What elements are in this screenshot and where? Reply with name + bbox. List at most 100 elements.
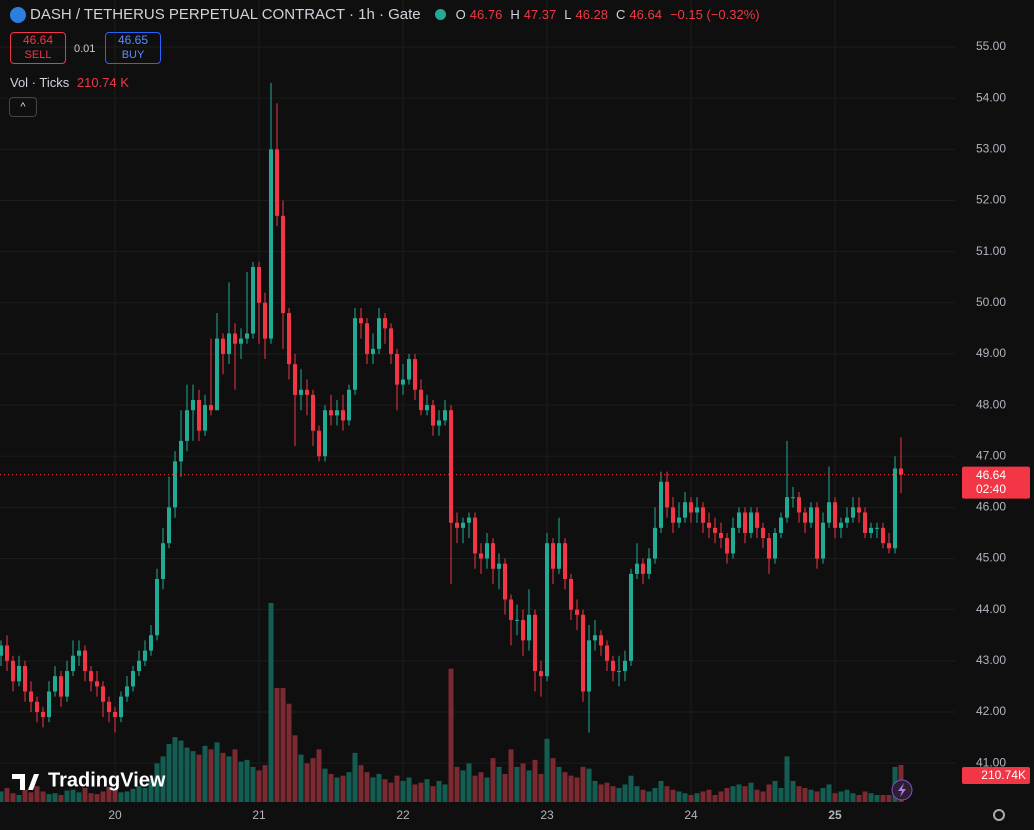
volume-bar bbox=[376, 773, 382, 802]
candle-body bbox=[473, 517, 477, 554]
candle-body bbox=[755, 512, 759, 528]
volume-bar bbox=[742, 786, 748, 802]
volume-bar bbox=[394, 775, 400, 802]
candle-body bbox=[5, 645, 9, 661]
candle-body bbox=[695, 507, 699, 513]
candle-body bbox=[773, 532, 777, 559]
volume-bar bbox=[472, 775, 478, 802]
y-tick-label: 41.00 bbox=[976, 755, 1006, 769]
collapse-button[interactable]: ^ bbox=[9, 97, 37, 117]
buy-button[interactable]: 46.65 BUY bbox=[105, 32, 161, 64]
candle-body bbox=[299, 389, 303, 395]
volume-bar bbox=[754, 789, 760, 802]
candle-body bbox=[515, 619, 519, 621]
candle-body bbox=[425, 405, 429, 411]
volume-bar bbox=[184, 747, 190, 802]
volume-bar bbox=[802, 787, 808, 802]
volume-legend: Vol · Ticks 210.74 K bbox=[10, 75, 129, 90]
candle-body bbox=[197, 399, 201, 431]
volume-bar bbox=[70, 789, 76, 802]
candle-body bbox=[587, 640, 591, 692]
candle-body bbox=[731, 527, 735, 554]
volume-bar bbox=[808, 789, 814, 802]
candle-body bbox=[761, 527, 765, 539]
volume-bar bbox=[178, 740, 184, 802]
candle-body bbox=[257, 266, 261, 303]
volume-bar bbox=[706, 789, 712, 802]
candle-body bbox=[227, 333, 231, 354]
volume-bar bbox=[148, 779, 154, 802]
candle-body bbox=[0, 645, 3, 656]
volume-bar bbox=[406, 777, 412, 802]
volume-bar bbox=[652, 787, 658, 802]
candle-body bbox=[479, 553, 483, 559]
candle-body bbox=[107, 701, 111, 712]
ohlc-value: 46.76 bbox=[469, 7, 503, 22]
volume-bar bbox=[784, 756, 790, 802]
volume-bar bbox=[346, 772, 352, 802]
volume-bar bbox=[736, 784, 742, 802]
change: −0.15 (−0.32%) bbox=[669, 7, 760, 22]
candle-body bbox=[617, 671, 621, 673]
volume-bar bbox=[286, 703, 292, 802]
volume-bar bbox=[112, 789, 118, 802]
volume-bar bbox=[640, 789, 646, 802]
candle-body bbox=[143, 650, 147, 661]
x-tick-label: 25 bbox=[828, 808, 842, 822]
volume-bar bbox=[502, 773, 508, 802]
volume-bar bbox=[64, 790, 70, 802]
candle-body bbox=[47, 691, 51, 718]
volume-bar bbox=[130, 788, 136, 802]
volume-bar bbox=[196, 754, 202, 802]
y-tick-label: 50.00 bbox=[976, 295, 1006, 309]
header: DASH / TETHERUS PERPETUAL CONTRACT · 1h … bbox=[10, 6, 760, 23]
volume-bar bbox=[772, 780, 778, 802]
volume-bar bbox=[556, 766, 562, 802]
volume-legend-name: Vol · Ticks bbox=[10, 75, 70, 90]
volume-bar bbox=[418, 782, 424, 802]
volume-bar bbox=[868, 793, 874, 802]
candles bbox=[0, 82, 903, 733]
brand: TradingView bbox=[48, 769, 166, 791]
volume-bar bbox=[850, 793, 856, 802]
candle-body bbox=[665, 481, 669, 508]
y-tick-label: 54.00 bbox=[976, 90, 1006, 104]
volume-bar bbox=[748, 782, 754, 802]
candle-body bbox=[509, 599, 513, 620]
candle-body bbox=[641, 563, 645, 574]
candle-body bbox=[767, 538, 771, 559]
volume-bar bbox=[568, 775, 574, 802]
candle-body bbox=[29, 691, 33, 702]
candle-body bbox=[467, 517, 471, 523]
candle-body bbox=[149, 635, 153, 651]
candle-body bbox=[533, 614, 537, 672]
volume-bar bbox=[532, 759, 538, 802]
volume-bar bbox=[598, 784, 604, 802]
candle-body bbox=[335, 410, 339, 416]
volume-bar bbox=[574, 777, 580, 802]
volume-bar bbox=[328, 773, 334, 802]
volume-bar bbox=[520, 763, 526, 802]
volume-bar bbox=[274, 687, 280, 802]
volume-bar bbox=[298, 754, 304, 802]
candle-body bbox=[551, 543, 555, 569]
candle-body bbox=[539, 671, 543, 677]
candle-body bbox=[647, 558, 651, 574]
volume-bar bbox=[10, 793, 16, 802]
ohlc-value: 46.64 bbox=[629, 7, 662, 22]
candle-body bbox=[869, 527, 873, 533]
ohlc-value: 46.28 bbox=[575, 7, 609, 22]
settings-button[interactable] bbox=[993, 809, 1005, 821]
volume-bar bbox=[58, 794, 64, 802]
sell-button[interactable]: 46.64 SELL bbox=[10, 32, 66, 64]
volume-bar bbox=[262, 765, 268, 802]
volume-bar bbox=[370, 777, 376, 802]
candle-body bbox=[821, 522, 825, 559]
volume-bar bbox=[544, 738, 550, 802]
candle-body bbox=[275, 149, 279, 216]
volume-bar bbox=[292, 735, 298, 802]
volume-bar bbox=[610, 786, 616, 802]
volume-bar bbox=[844, 789, 850, 802]
buy-price: 46.65 bbox=[117, 33, 149, 47]
candle-body bbox=[329, 410, 333, 416]
